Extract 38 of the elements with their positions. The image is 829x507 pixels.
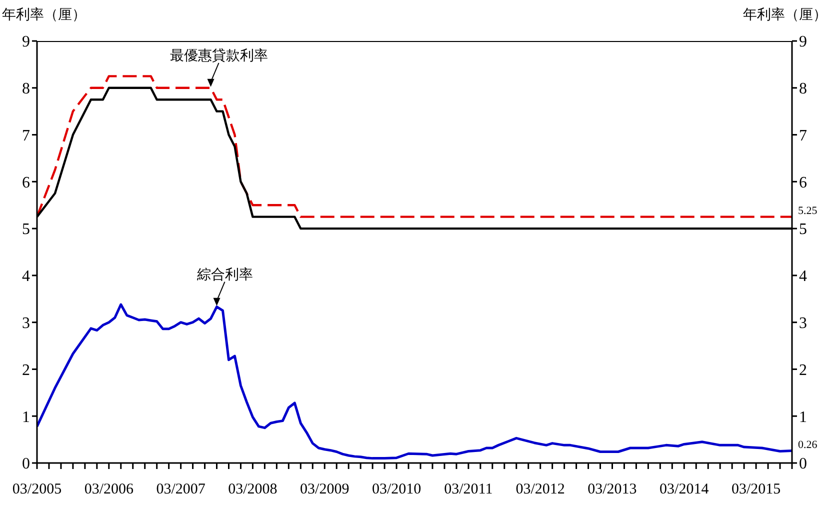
x-tick-label: 03/2015: [731, 482, 781, 498]
y-tick-label: 0: [22, 456, 30, 473]
y2-tick-label: 1: [799, 408, 807, 426]
y2-tick-label: 5: [799, 221, 807, 238]
y-tick-label: 6: [22, 174, 30, 192]
x-tick-label: 03/2013: [588, 482, 637, 498]
x-tick-label: 03/2007: [156, 482, 206, 498]
x-tick-label: 03/2011: [444, 482, 493, 498]
y2-tick-label: 3: [799, 315, 807, 332]
y-axis-title: 年利率（厘）: [2, 6, 86, 24]
y-tick-label: 2: [22, 362, 30, 379]
y2-axis-title: 年利率（厘）: [743, 6, 827, 24]
x-tick-label: 03/2006: [84, 482, 134, 498]
x-tick-label: 03/2008: [228, 482, 278, 498]
x-tick-label: 03/2010: [372, 482, 422, 498]
y2-tick-label: 8: [799, 80, 807, 98]
y-tick-label: 9: [22, 34, 30, 51]
y-tick-label: 1: [22, 408, 30, 426]
x-tick-label: 03/2012: [516, 482, 565, 498]
y-tick-label: 5: [22, 221, 30, 238]
data-label: 5.25: [798, 204, 818, 217]
x-tick-label: 03/2005: [12, 482, 62, 498]
y2-tick-label: 9: [799, 34, 807, 51]
x-tick-label: 03/2014: [660, 482, 710, 498]
x-tick-label: 03/2009: [300, 482, 350, 498]
y2-tick-label: 6: [799, 174, 807, 192]
y-tick-label: 4: [22, 268, 30, 286]
annotation: 最優惠貸款利率: [170, 48, 268, 64]
y-tick-label: 3: [22, 315, 30, 332]
y2-tick-label: 4: [799, 268, 807, 286]
y2-tick-label: 7: [799, 127, 807, 144]
y2-tick-label: 2: [799, 362, 807, 379]
data-label: 0.26: [798, 438, 818, 451]
y2-tick-label: 0: [799, 456, 807, 473]
annotation: 綜合利率: [196, 266, 253, 283]
y-tick-label: 7: [22, 127, 30, 144]
y-tick-label: 8: [22, 80, 30, 98]
line-series: [37, 75, 792, 218]
